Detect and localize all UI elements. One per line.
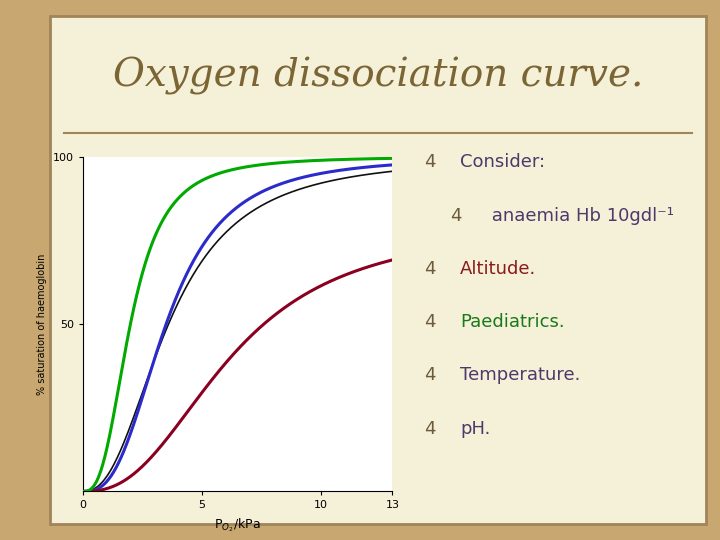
Text: Oxygen dissociation curve.: Oxygen dissociation curve. xyxy=(113,57,643,95)
Text: Paediatrics.: Paediatrics. xyxy=(460,313,564,331)
Text: Consider:: Consider: xyxy=(460,153,545,171)
Text: anaemia Hb 10gdl⁻¹: anaemia Hb 10gdl⁻¹ xyxy=(486,206,674,225)
Text: 4: 4 xyxy=(424,367,436,384)
Text: 4: 4 xyxy=(424,313,436,331)
Text: Temperature.: Temperature. xyxy=(460,367,580,384)
Text: Altitude.: Altitude. xyxy=(460,260,536,278)
Y-axis label: % saturation of haemoglobin: % saturation of haemoglobin xyxy=(37,253,48,395)
Text: 4: 4 xyxy=(424,420,436,438)
Text: 4: 4 xyxy=(450,206,462,225)
X-axis label: P$_{O_2}$/kPa: P$_{O_2}$/kPa xyxy=(215,516,261,534)
Text: pH.: pH. xyxy=(460,420,490,438)
Text: 4: 4 xyxy=(424,260,436,278)
Text: 4: 4 xyxy=(424,153,436,171)
FancyBboxPatch shape xyxy=(50,16,706,524)
